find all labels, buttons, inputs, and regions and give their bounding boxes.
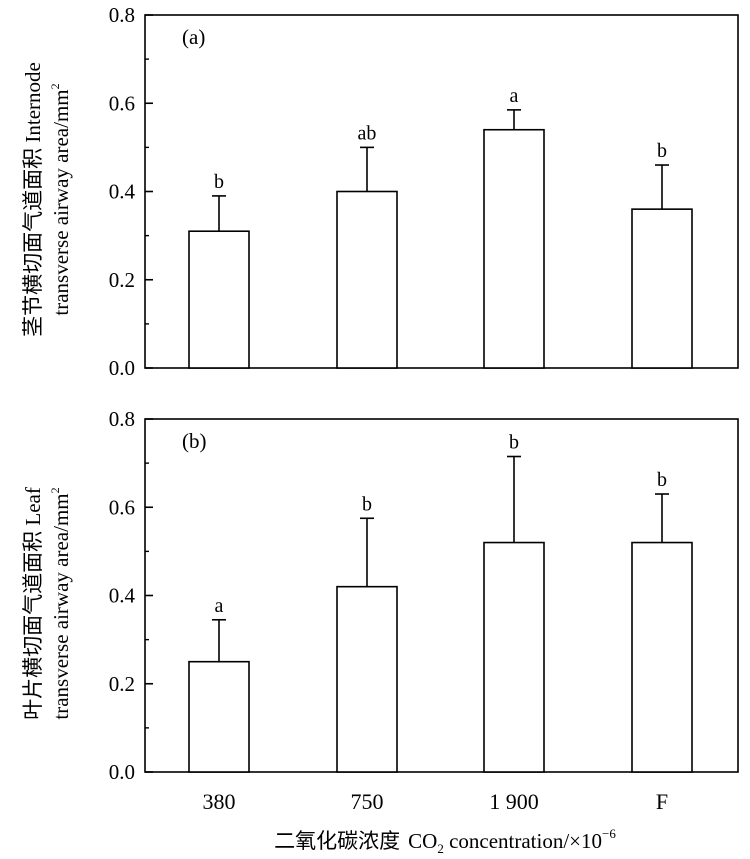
x-axis-title-sup: −6: [602, 826, 616, 841]
significance-label: b: [214, 171, 224, 193]
significance-label: b: [509, 432, 519, 454]
bar: [188, 230, 250, 369]
x-axis-title: 二氧化碳浓度 CO2 concentration/×10−6: [274, 826, 616, 856]
x-axis-title-sub: 2: [437, 841, 444, 856]
x-tick-label: 750: [351, 789, 384, 814]
y-axis-title-line2: transverse airway area/mm2: [48, 487, 73, 719]
y-tick-label: 0.6: [109, 91, 135, 115]
bar: [188, 660, 250, 773]
significance-label: a: [215, 595, 224, 617]
y-tick-label: 0.0: [109, 760, 135, 784]
x-axis-title-en: CO: [408, 829, 437, 853]
y-tick-label: 0.0: [109, 356, 135, 380]
panel-label: (b): [182, 429, 207, 453]
panel-label: (a): [182, 25, 205, 49]
x-axis-title-text: 二氧化碳浓度 CO2 concentration/×10−6: [274, 826, 616, 856]
y-tick-label: 0.8: [109, 407, 135, 431]
y-axis-title-line2: transverse airway area/mm2: [48, 83, 73, 315]
x-axis-title-cn: 二氧化碳浓度: [274, 829, 400, 853]
bar: [631, 208, 693, 369]
x-axis-title-en-post: concentration/×10: [444, 829, 602, 853]
y-axis-title-line1: 叶片横切面气道面积 Leaf: [21, 487, 45, 720]
y-tick-label: 0.4: [109, 584, 136, 608]
bar: [336, 585, 398, 773]
x-tick-label: 380: [203, 789, 236, 814]
y-tick-label: 0.8: [109, 3, 135, 27]
significance-label: b: [657, 469, 667, 491]
y-tick-label: 0.2: [109, 268, 135, 292]
bar: [336, 190, 398, 369]
y-tick-label: 0.2: [109, 672, 135, 696]
x-tick-label: 1 900: [489, 789, 539, 814]
y-tick-label: 0.6: [109, 495, 135, 519]
panel-b: 0.0 0.2 0.4 0.6 0.8 a b b b (b) 叶片横切面气道面积 Leaf tran…: [21, 407, 739, 814]
bar: [631, 541, 693, 773]
bar: [483, 128, 545, 369]
y-tick-label: 0.4: [109, 180, 136, 204]
significance-label: a: [510, 85, 519, 107]
y-axis-title-line1: 茎节横切面气道面积 Internode: [21, 62, 45, 337]
significance-label: b: [657, 140, 667, 162]
significance-label: b: [362, 493, 372, 515]
x-tick-label: F: [656, 789, 668, 814]
bar: [483, 541, 545, 773]
significance-label: ab: [358, 122, 377, 144]
